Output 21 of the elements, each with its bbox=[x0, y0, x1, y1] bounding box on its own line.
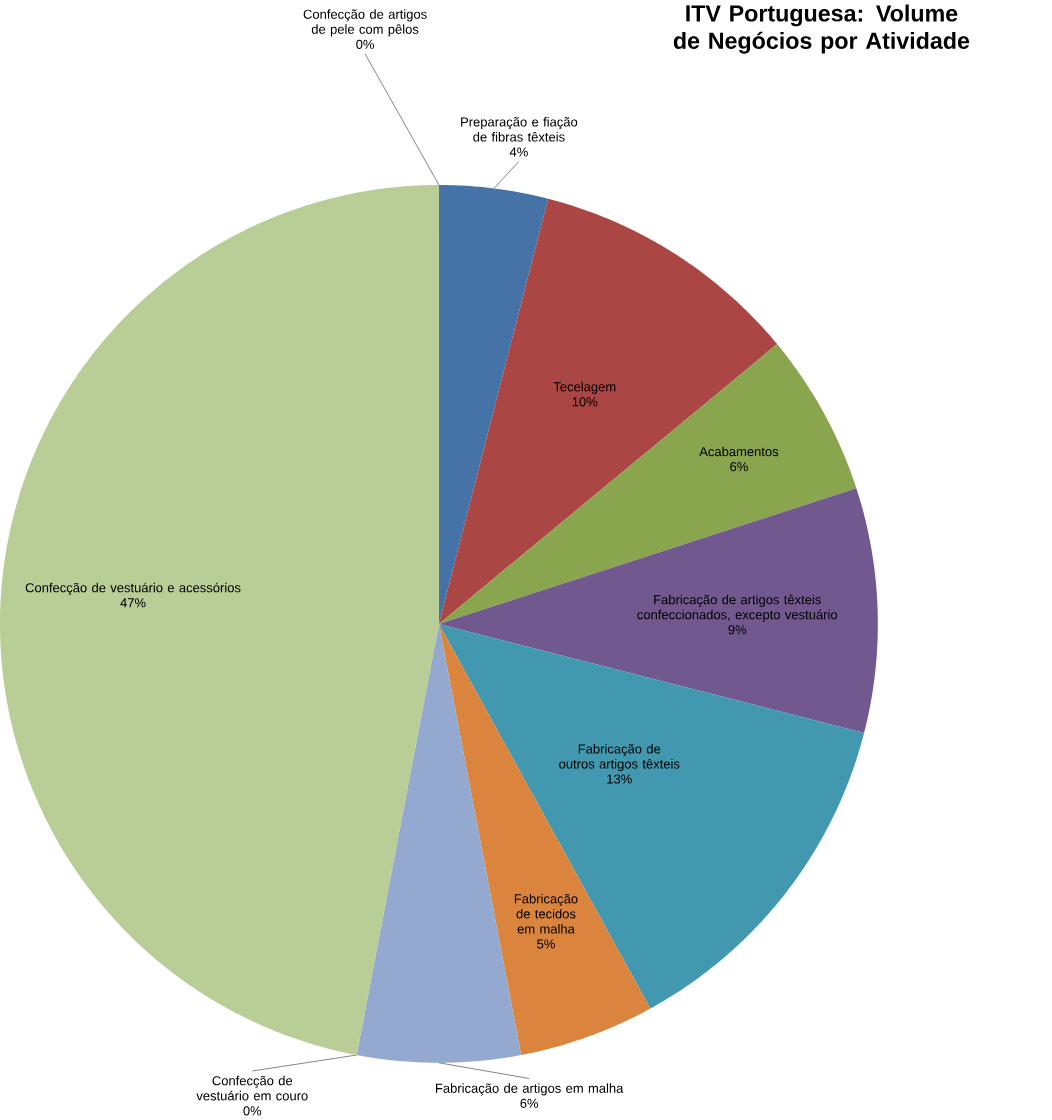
slice-label: Fabricação de artigos têxteis confeccionados, excepto vestuário bbox=[637, 594, 838, 622]
data-label: 10% bbox=[572, 397, 598, 407]
data-label: 47% bbox=[120, 598, 146, 608]
slice-label: Fabricação de artigos em malha bbox=[436, 1083, 624, 1096]
chart-title: ITV Portuguesa: Volume de Negócios por Atividade bbox=[674, 4, 970, 54]
slice-label: Acabamentos bbox=[699, 446, 779, 457]
slice-label: Fabricação de outros artigos têxteis bbox=[559, 743, 680, 772]
category-label: Confecção de artigos de pele com pêlos bbox=[303, 9, 427, 37]
slice-label: Tecelagem bbox=[553, 381, 616, 394]
data-label: 5% bbox=[537, 939, 556, 949]
slice-label: Confecção de vestuário e acessórios bbox=[25, 582, 241, 595]
slice-label: Preparação e fiação de fibras têxteis bbox=[461, 116, 578, 142]
data-label: 13% bbox=[607, 774, 632, 784]
data-label: 6% bbox=[520, 1098, 539, 1108]
category-label: Confecção de vestuário em couro bbox=[196, 1075, 308, 1101]
slice-label: Fabricação de tecidos em malha bbox=[515, 893, 578, 934]
data-label: 4% bbox=[510, 147, 529, 157]
data-label: 9% bbox=[728, 625, 747, 635]
data-label: 6% bbox=[730, 462, 749, 472]
text: 0% bbox=[243, 1106, 262, 1116]
text: 0% bbox=[356, 39, 375, 49]
